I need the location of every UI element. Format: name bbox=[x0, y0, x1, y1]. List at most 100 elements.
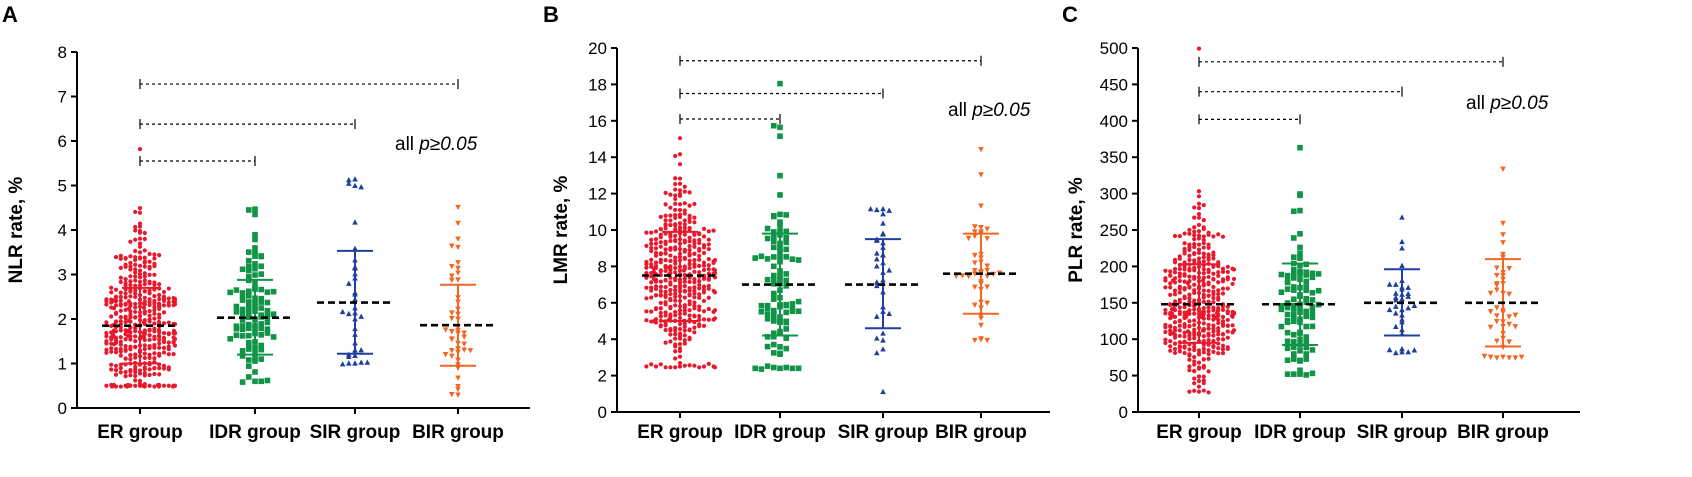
data-point bbox=[461, 341, 467, 347]
data-point bbox=[1291, 356, 1297, 362]
data-point bbox=[455, 270, 461, 276]
data-point bbox=[1393, 310, 1399, 316]
data-point bbox=[161, 289, 167, 295]
data-point bbox=[697, 292, 702, 297]
data-point bbox=[1216, 232, 1221, 237]
data-point bbox=[658, 284, 663, 289]
data-point bbox=[677, 341, 683, 347]
data-point bbox=[1192, 274, 1197, 279]
data-point bbox=[764, 334, 771, 340]
data-point bbox=[152, 366, 157, 371]
data-point bbox=[653, 364, 659, 369]
data-point bbox=[677, 193, 683, 198]
data-point bbox=[697, 295, 702, 300]
data-point bbox=[128, 274, 133, 279]
data-point bbox=[352, 352, 358, 358]
data-point bbox=[141, 301, 147, 306]
data-point bbox=[449, 348, 455, 354]
data-point bbox=[113, 338, 119, 343]
data-point bbox=[668, 365, 673, 370]
data-point bbox=[1393, 349, 1399, 356]
data-point bbox=[777, 350, 783, 357]
data-point bbox=[258, 321, 264, 327]
data-point bbox=[147, 372, 152, 378]
data-point bbox=[673, 288, 678, 293]
data-point bbox=[137, 272, 143, 277]
data-point bbox=[1216, 341, 1221, 346]
data-point bbox=[1192, 369, 1197, 374]
data-point bbox=[147, 272, 152, 277]
data-point bbox=[239, 317, 246, 323]
data-point bbox=[1192, 237, 1197, 242]
data-point bbox=[681, 268, 687, 273]
data-point bbox=[673, 356, 678, 361]
data-point bbox=[1284, 357, 1291, 364]
data-point bbox=[1177, 233, 1182, 239]
data-point bbox=[123, 356, 128, 361]
data-point bbox=[461, 334, 467, 340]
data-point bbox=[123, 337, 128, 342]
data-point bbox=[246, 314, 252, 321]
data-point bbox=[133, 369, 138, 375]
data-point bbox=[682, 276, 687, 281]
data-point bbox=[1494, 313, 1500, 319]
data-point bbox=[1177, 254, 1182, 259]
data-point bbox=[682, 363, 687, 368]
data-point bbox=[1231, 267, 1237, 272]
data-point bbox=[692, 262, 697, 267]
data-point bbox=[1225, 309, 1230, 314]
data-point bbox=[166, 296, 171, 301]
data-point bbox=[161, 363, 167, 368]
data-point bbox=[1206, 245, 1211, 250]
data-point bbox=[1168, 328, 1173, 333]
data-point bbox=[246, 363, 252, 369]
data-point bbox=[663, 241, 668, 247]
data-point bbox=[227, 336, 233, 342]
data-point bbox=[1225, 264, 1230, 269]
data-point bbox=[1177, 284, 1182, 289]
data-point bbox=[157, 286, 162, 291]
data-point bbox=[874, 206, 880, 213]
data-point bbox=[137, 221, 143, 226]
data-point bbox=[677, 334, 683, 339]
data-point bbox=[874, 250, 880, 256]
data-point bbox=[653, 306, 659, 311]
data-point bbox=[673, 223, 678, 228]
data-point bbox=[104, 383, 109, 388]
data-point bbox=[984, 284, 990, 290]
data-point bbox=[156, 327, 162, 332]
data-point bbox=[649, 309, 654, 314]
data-point bbox=[1225, 275, 1230, 280]
data-point bbox=[712, 290, 718, 295]
comparison-bracket bbox=[139, 156, 256, 167]
data-point bbox=[697, 282, 702, 288]
data-point bbox=[128, 312, 133, 317]
data-point bbox=[697, 237, 702, 243]
data-point bbox=[1201, 225, 1206, 230]
data-point bbox=[668, 253, 673, 258]
data-point bbox=[1399, 349, 1405, 355]
data-point bbox=[1405, 305, 1411, 311]
data-point bbox=[692, 325, 697, 330]
data-point bbox=[1291, 339, 1297, 345]
significance-annotation: all p≥0.05 bbox=[1466, 93, 1549, 114]
panel-letter: B bbox=[543, 2, 559, 27]
y-tick-label: 6 bbox=[58, 132, 67, 151]
data-point bbox=[252, 236, 258, 243]
data-point bbox=[771, 254, 777, 260]
data-point bbox=[1399, 245, 1405, 251]
data-point bbox=[1494, 287, 1500, 293]
data-point bbox=[157, 353, 162, 358]
data-point bbox=[1309, 270, 1316, 277]
data-point bbox=[258, 378, 264, 385]
data-point bbox=[1177, 305, 1182, 310]
data-point bbox=[142, 264, 147, 269]
data-point bbox=[157, 345, 162, 350]
data-point bbox=[777, 344, 783, 350]
data-point bbox=[752, 255, 758, 261]
data-point bbox=[1506, 355, 1512, 361]
data-point bbox=[270, 288, 277, 295]
data-point bbox=[886, 267, 892, 273]
data-point bbox=[682, 295, 687, 300]
data-point bbox=[1196, 378, 1202, 384]
